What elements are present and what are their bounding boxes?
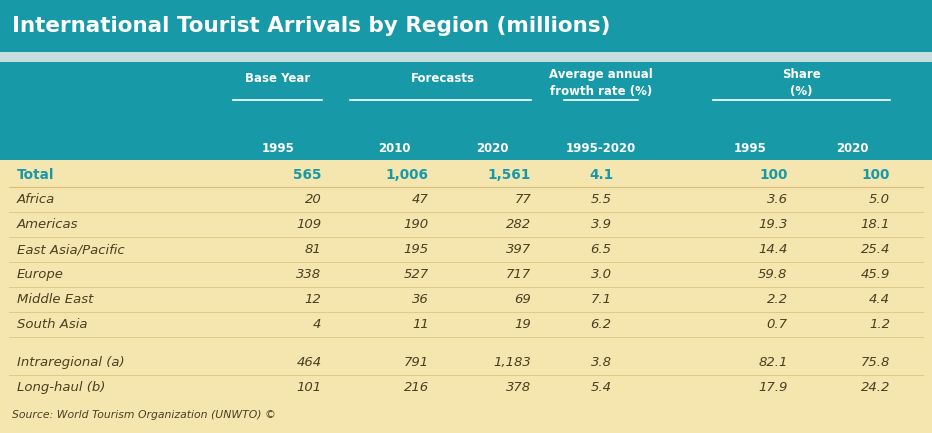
Text: 216: 216 (404, 381, 429, 394)
Text: 47: 47 (412, 193, 429, 206)
Text: 20: 20 (305, 193, 322, 206)
Text: 195: 195 (404, 243, 429, 256)
Text: 378: 378 (506, 381, 531, 394)
Text: 3.8: 3.8 (591, 356, 611, 369)
FancyBboxPatch shape (0, 62, 932, 160)
Text: 1995-2020: 1995-2020 (566, 142, 637, 155)
Text: 19.3: 19.3 (758, 218, 788, 231)
Text: 5.0: 5.0 (869, 193, 890, 206)
Text: 1.2: 1.2 (869, 318, 890, 331)
Text: 338: 338 (296, 268, 322, 281)
Text: 36: 36 (412, 293, 429, 306)
Text: Base Year: Base Year (245, 72, 310, 85)
Text: 6.2: 6.2 (591, 318, 611, 331)
Text: 1995: 1995 (261, 142, 295, 155)
Text: 565: 565 (293, 168, 322, 181)
Text: 1995: 1995 (733, 142, 767, 155)
Text: 2020: 2020 (837, 142, 869, 155)
Text: 5.4: 5.4 (591, 381, 611, 394)
Text: 11: 11 (412, 318, 429, 331)
Text: Intraregional (a): Intraregional (a) (17, 356, 124, 369)
Text: 59.8: 59.8 (758, 268, 788, 281)
Text: 717: 717 (506, 268, 531, 281)
Text: 19: 19 (514, 318, 531, 331)
Text: 0.7: 0.7 (766, 318, 788, 331)
Text: 82.1: 82.1 (758, 356, 788, 369)
Text: East Asia/Pacific: East Asia/Pacific (17, 243, 124, 256)
Text: 25.4: 25.4 (860, 243, 890, 256)
Text: 2010: 2010 (378, 142, 410, 155)
Text: 69: 69 (514, 293, 531, 306)
Text: 101: 101 (296, 381, 322, 394)
Text: 45.9: 45.9 (860, 268, 890, 281)
Text: 3.0: 3.0 (591, 268, 611, 281)
Text: 100: 100 (862, 168, 890, 181)
Text: 75.8: 75.8 (860, 356, 890, 369)
Text: 77: 77 (514, 193, 531, 206)
Text: Source: World Tourism Organization (UNWTO) ©: Source: World Tourism Organization (UNWT… (12, 410, 276, 420)
Text: 190: 190 (404, 218, 429, 231)
Text: 1,561: 1,561 (487, 168, 531, 181)
Text: 527: 527 (404, 268, 429, 281)
Text: 2.2: 2.2 (766, 293, 788, 306)
Text: 464: 464 (296, 356, 322, 369)
Text: 3.9: 3.9 (591, 218, 611, 231)
Text: Africa: Africa (17, 193, 55, 206)
Text: 4: 4 (313, 318, 322, 331)
FancyBboxPatch shape (0, 52, 932, 62)
Text: Americas: Americas (17, 218, 78, 231)
Text: 791: 791 (404, 356, 429, 369)
Text: 14.4: 14.4 (758, 243, 788, 256)
Text: Average annual
frowth rate (%): Average annual frowth rate (%) (549, 68, 653, 98)
Text: 24.2: 24.2 (860, 381, 890, 394)
Text: 1,006: 1,006 (386, 168, 429, 181)
Text: 4.1: 4.1 (589, 168, 613, 181)
Text: 18.1: 18.1 (860, 218, 890, 231)
FancyBboxPatch shape (0, 160, 932, 400)
Text: 4.4: 4.4 (869, 293, 890, 306)
Text: 1,183: 1,183 (493, 356, 531, 369)
Text: 5.5: 5.5 (591, 193, 611, 206)
Text: 7.1: 7.1 (591, 293, 611, 306)
Text: Long-haul (b): Long-haul (b) (17, 381, 105, 394)
Text: Forecasts: Forecasts (411, 72, 475, 85)
Text: 81: 81 (305, 243, 322, 256)
Text: 3.6: 3.6 (766, 193, 788, 206)
Text: Middle East: Middle East (17, 293, 93, 306)
Text: 100: 100 (760, 168, 788, 181)
Text: International Tourist Arrivals by Region (millions): International Tourist Arrivals by Region… (12, 16, 610, 36)
Text: 397: 397 (506, 243, 531, 256)
Text: South Asia: South Asia (17, 318, 88, 331)
Text: 12: 12 (305, 293, 322, 306)
Text: Total: Total (17, 168, 54, 181)
Text: 6.5: 6.5 (591, 243, 611, 256)
Text: Share
(%): Share (%) (782, 68, 821, 98)
Text: 2020: 2020 (476, 142, 508, 155)
Text: 17.9: 17.9 (758, 381, 788, 394)
Text: Europe: Europe (17, 268, 63, 281)
Text: 109: 109 (296, 218, 322, 231)
FancyBboxPatch shape (0, 0, 932, 52)
Text: 282: 282 (506, 218, 531, 231)
